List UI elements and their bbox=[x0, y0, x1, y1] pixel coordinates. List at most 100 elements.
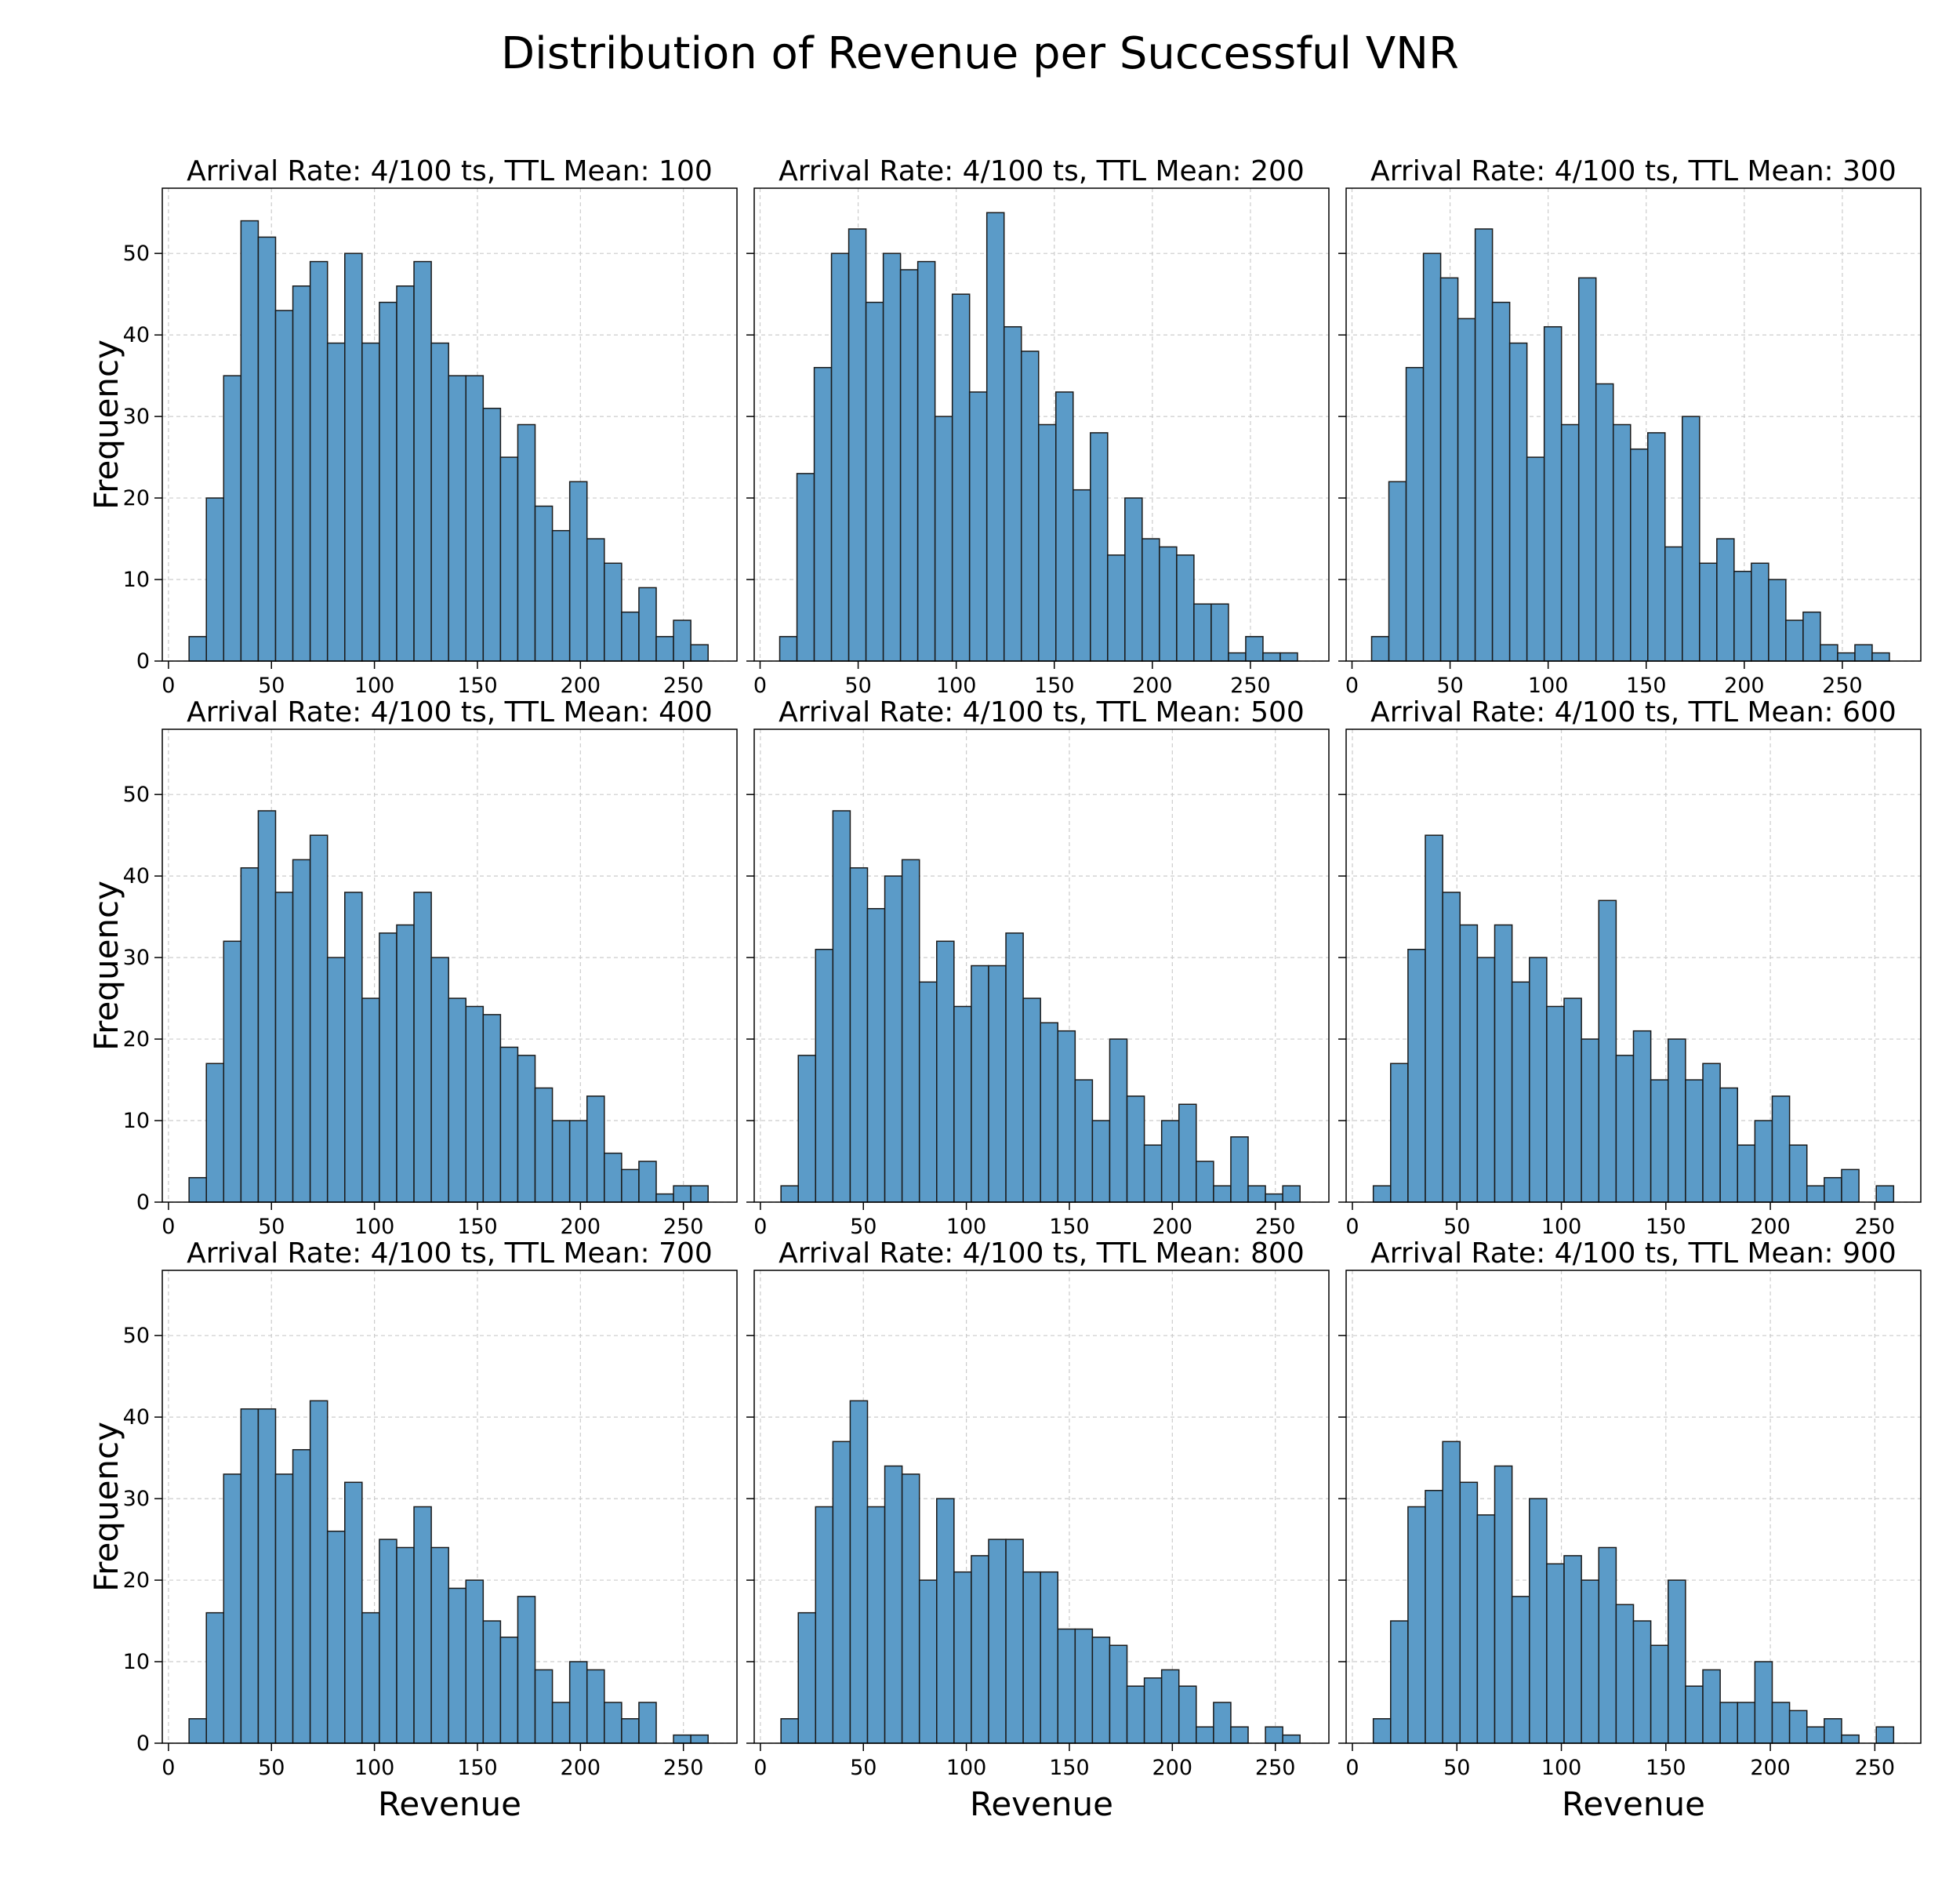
x-tick-label: 250 bbox=[1855, 1215, 1896, 1239]
histogram-bar bbox=[1667, 1038, 1686, 1203]
histogram-bar bbox=[1213, 1702, 1232, 1744]
histogram-bar bbox=[815, 1506, 834, 1744]
histogram-bar bbox=[1837, 652, 1856, 662]
histogram-bar bbox=[1425, 834, 1443, 1203]
x-tick-label: 100 bbox=[1541, 1756, 1582, 1780]
histogram-bar bbox=[1785, 619, 1804, 662]
histogram-bar bbox=[780, 1718, 799, 1744]
histogram-bar bbox=[953, 1571, 972, 1744]
histogram-bar bbox=[1210, 603, 1229, 662]
y-tick-label: 20 bbox=[123, 1027, 150, 1052]
histogram-bar bbox=[1529, 957, 1548, 1203]
histogram-bar bbox=[1262, 652, 1281, 662]
histogram-bar bbox=[866, 1506, 886, 1744]
histogram-panel: 0 50 100 150 200 250 Arrival Rate: 4/100 ts, T… bbox=[746, 696, 1330, 1239]
plot-frame bbox=[753, 1270, 1330, 1744]
x-tick-label: 50 bbox=[258, 1756, 285, 1780]
histogram-bar bbox=[1245, 636, 1264, 662]
plot-frame bbox=[1345, 1270, 1922, 1744]
histogram-panel: 0 50 100 150 200 250 0 10 20 30 40 50 Arrival Rate: … bbox=[87, 155, 738, 698]
histogram-bar bbox=[1632, 1620, 1652, 1744]
x-tick-label: 50 bbox=[844, 674, 871, 698]
x-tick-label: 0 bbox=[753, 1756, 767, 1780]
panel-title: Arrival Rate: 4/100 ts, TTL Mean: 800 bbox=[779, 1237, 1305, 1270]
histogram-bar bbox=[448, 997, 467, 1203]
histogram-bar bbox=[832, 1441, 851, 1744]
x-tick-label: 0 bbox=[753, 1215, 767, 1239]
histogram-bar bbox=[1476, 957, 1496, 1203]
histogram-bar bbox=[1788, 1144, 1808, 1203]
histogram-bar bbox=[780, 1185, 799, 1203]
histogram-bar bbox=[1875, 1185, 1895, 1203]
x-tick-label: 50 bbox=[258, 1215, 285, 1239]
histogram-bar bbox=[1494, 1465, 1513, 1744]
histogram-bar bbox=[690, 1734, 709, 1744]
x-tick-label: 100 bbox=[354, 674, 395, 698]
x-tick-label: 250 bbox=[663, 1756, 704, 1780]
histogram-bar bbox=[655, 636, 674, 662]
histogram-bar bbox=[1737, 1144, 1756, 1203]
histogram-bar bbox=[1282, 1185, 1301, 1203]
histogram-bar bbox=[326, 342, 346, 662]
histogram-panel: 0 50 100 150 200 250 Arrival Rate: 4/100 ts, T… bbox=[746, 155, 1330, 698]
histogram-bar bbox=[534, 505, 554, 662]
histogram-bar bbox=[413, 260, 432, 662]
histogram-bar bbox=[482, 407, 502, 662]
y-tick-label: 30 bbox=[123, 405, 150, 429]
histogram-bar bbox=[1124, 497, 1143, 662]
histogram-bar bbox=[1459, 924, 1479, 1203]
x-tick-label: 0 bbox=[162, 674, 175, 698]
histogram-bar bbox=[1005, 932, 1024, 1203]
y-axis-label: Frequency bbox=[87, 1422, 125, 1592]
histogram-bar bbox=[1581, 1579, 1600, 1744]
x-tick-label: 0 bbox=[1345, 1756, 1359, 1780]
histogram-panel: 0 50 100 150 200 250 Arrival Rate: 4/100 ts, T… bbox=[1338, 696, 1922, 1239]
histogram-bar bbox=[968, 391, 988, 662]
histogram-bar bbox=[1003, 325, 1022, 662]
histogram-bar bbox=[274, 310, 294, 662]
y-tick-label: 0 bbox=[136, 1190, 150, 1215]
histogram-bar bbox=[1529, 1498, 1548, 1744]
histogram-bar bbox=[1390, 1620, 1409, 1744]
x-tick-label: 100 bbox=[1541, 1215, 1582, 1239]
x-tick-label: 150 bbox=[1646, 1756, 1686, 1780]
histogram-bar bbox=[884, 875, 903, 1203]
plot-frame bbox=[162, 728, 738, 1203]
histogram-bar bbox=[396, 924, 415, 1203]
histogram-bar bbox=[1126, 1685, 1145, 1744]
histogram-bar bbox=[344, 892, 363, 1203]
x-tick-label: 150 bbox=[1034, 674, 1075, 698]
plot-frame bbox=[162, 1270, 738, 1744]
histogram-bar bbox=[673, 1185, 691, 1203]
histogram-bar bbox=[1126, 1095, 1145, 1203]
histogram-bar bbox=[848, 228, 867, 662]
histogram-bar bbox=[413, 1506, 432, 1744]
histogram-bar bbox=[673, 619, 691, 662]
histogram-bar bbox=[361, 342, 380, 662]
histogram-bar bbox=[1040, 1571, 1059, 1744]
histogram-bar bbox=[361, 997, 380, 1203]
x-tick-label: 150 bbox=[1626, 674, 1667, 698]
histogram-bar bbox=[188, 636, 207, 662]
histogram-bar bbox=[326, 1530, 346, 1744]
histogram-bar bbox=[1806, 1726, 1825, 1744]
histogram-bar bbox=[1109, 1038, 1128, 1203]
histogram-bar bbox=[534, 1087, 554, 1203]
x-tick-label: 150 bbox=[1049, 1756, 1090, 1780]
histogram-bar bbox=[1143, 1144, 1163, 1203]
y-tick-label: 20 bbox=[123, 486, 150, 510]
histogram-bar bbox=[918, 981, 938, 1203]
histogram-bar bbox=[1091, 1120, 1111, 1203]
histogram-bar bbox=[1615, 1604, 1635, 1744]
x-tick-label: 0 bbox=[753, 674, 767, 698]
histogram-bar bbox=[1178, 1685, 1197, 1744]
x-tick-label: 200 bbox=[561, 1215, 601, 1239]
histogram-bar bbox=[1407, 1506, 1426, 1744]
x-axis-label: Revenue bbox=[970, 1785, 1113, 1823]
histogram-bar bbox=[205, 497, 225, 662]
histogram-bar bbox=[1230, 1726, 1249, 1744]
histogram-bar bbox=[832, 810, 851, 1203]
histogram-bar bbox=[1650, 1079, 1669, 1203]
x-tick-label: 100 bbox=[946, 1756, 987, 1780]
